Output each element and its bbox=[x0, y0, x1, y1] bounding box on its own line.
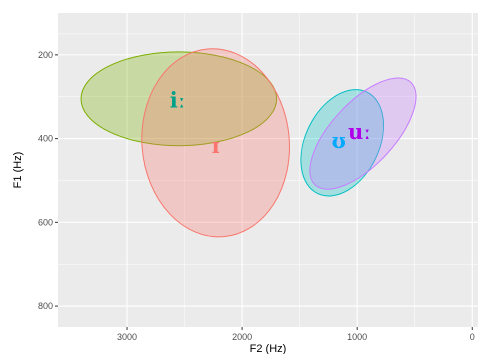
vowel-ellipse bbox=[141, 48, 290, 238]
vowel-labels: iː ɪ ʊ uː bbox=[170, 88, 371, 158]
y-tick-label: 400 bbox=[38, 134, 53, 144]
x-tick-label: 0 bbox=[470, 332, 475, 342]
vowel-ellipse bbox=[309, 77, 417, 190]
y-tick-label: 800 bbox=[38, 301, 53, 311]
y-tick-label: 600 bbox=[38, 217, 53, 227]
vowel-label: iː bbox=[170, 88, 186, 113]
x-axis-ticks: 3000 2000 1000 0 bbox=[117, 327, 475, 342]
vowel-label: ɪ bbox=[212, 133, 220, 158]
x-tick-label: 3000 bbox=[117, 332, 137, 342]
vowel-label: ʊ bbox=[332, 128, 346, 153]
x-tick-label: 2000 bbox=[232, 332, 252, 342]
vowel-ellipse bbox=[80, 51, 278, 147]
vowel-ellipses bbox=[80, 48, 417, 238]
x-axis-title: F2 (Hz) bbox=[250, 343, 287, 354]
y-axis-ticks: 200 400 600 800 bbox=[38, 50, 58, 311]
grid-lines bbox=[58, 13, 478, 327]
vowel-label: uː bbox=[348, 119, 371, 144]
plot-panel bbox=[58, 13, 478, 327]
y-axis-title: F1 (Hz) bbox=[12, 152, 24, 189]
vowel-ellipse bbox=[300, 89, 385, 197]
y-tick-label: 200 bbox=[38, 50, 53, 60]
x-tick-label: 1000 bbox=[347, 332, 367, 342]
